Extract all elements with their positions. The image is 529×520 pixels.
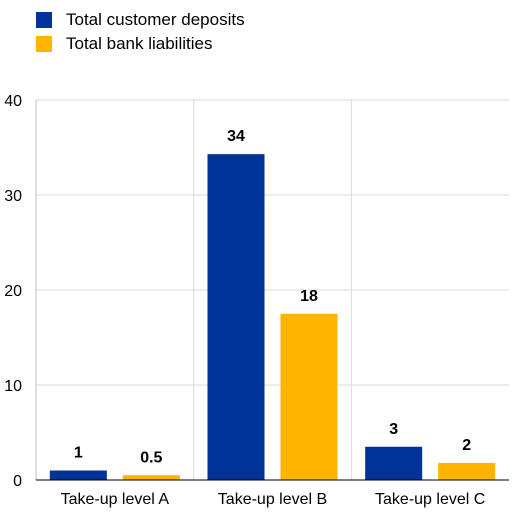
legend-swatch-liabilities bbox=[36, 36, 52, 52]
x-tick-label: Take-up level A bbox=[61, 491, 170, 508]
bar bbox=[122, 475, 180, 480]
bar bbox=[365, 446, 423, 480]
y-tick-label: 30 bbox=[4, 188, 22, 205]
x-tick-label: Take-up level C bbox=[375, 491, 485, 508]
legend-item-liabilities: Total bank liabilities bbox=[36, 32, 245, 56]
bar bbox=[438, 462, 496, 480]
data-label: 3 bbox=[389, 421, 398, 438]
legend-item-deposits: Total customer deposits bbox=[36, 8, 245, 32]
bar bbox=[207, 154, 265, 480]
bar bbox=[49, 470, 107, 480]
bar bbox=[280, 313, 338, 480]
legend-label-deposits: Total customer deposits bbox=[66, 10, 245, 29]
y-tick-label: 10 bbox=[4, 378, 22, 395]
y-tick-label: 0 bbox=[13, 473, 22, 490]
data-label: 34 bbox=[227, 128, 245, 145]
legend-label-liabilities: Total bank liabilities bbox=[66, 34, 213, 53]
y-tick-label: 20 bbox=[4, 283, 22, 300]
y-tick-label: 40 bbox=[4, 93, 22, 110]
legend-swatch-deposits bbox=[36, 12, 52, 28]
data-label: 18 bbox=[300, 288, 318, 305]
data-label: 2 bbox=[462, 437, 471, 454]
legend: Total customer deposits Total bank liabi… bbox=[36, 8, 245, 56]
x-tick-label: Take-up level B bbox=[218, 491, 327, 508]
data-label: 0.5 bbox=[140, 449, 162, 466]
data-label: 1 bbox=[74, 445, 83, 462]
